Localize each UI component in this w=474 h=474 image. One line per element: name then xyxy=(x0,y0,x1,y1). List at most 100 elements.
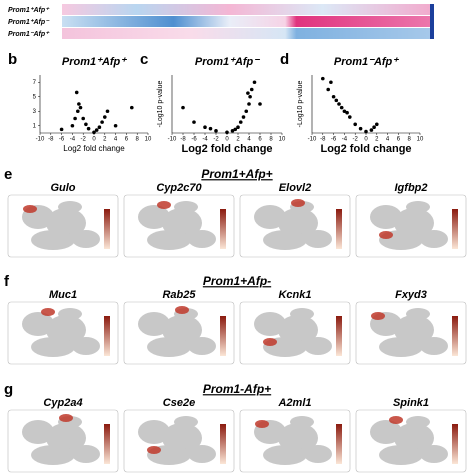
tsne-cluster xyxy=(379,337,423,357)
point xyxy=(342,109,347,114)
tsne-highlight xyxy=(371,312,385,320)
point xyxy=(331,94,336,99)
gene-name: Rab25 xyxy=(162,289,196,301)
point xyxy=(233,127,238,132)
tsne-cluster xyxy=(406,416,430,428)
point xyxy=(348,115,352,119)
gene-name: Igfbp2 xyxy=(395,182,428,194)
point xyxy=(97,125,102,129)
x-tick-label: -2 xyxy=(213,137,219,143)
tsne-cluster xyxy=(58,308,82,320)
point xyxy=(130,105,134,110)
row-label: Prom1⁺Afp⁻ xyxy=(8,19,50,26)
x-axis-label: Log2 fold change xyxy=(181,143,272,155)
gene-name: Cyp2a4 xyxy=(43,397,82,409)
tsne-cluster xyxy=(72,230,100,248)
tsne-cluster xyxy=(263,445,307,465)
x-tick-label: -10 xyxy=(308,137,317,143)
tsne-cluster xyxy=(420,445,448,463)
y-tick-label: 1 xyxy=(33,123,37,129)
tsne-cluster xyxy=(290,308,314,320)
point xyxy=(81,116,85,121)
plot-title: Prom1⁺Afp⁻ xyxy=(195,56,260,68)
point xyxy=(326,87,331,92)
colorbar xyxy=(452,424,458,464)
point xyxy=(94,128,99,132)
point xyxy=(244,109,249,114)
tsne-cluster xyxy=(174,416,198,428)
point xyxy=(86,126,91,131)
x-tick-label: 2 xyxy=(375,137,379,143)
x-tick-label: 6 xyxy=(397,137,401,143)
point xyxy=(339,105,344,110)
point xyxy=(105,109,110,114)
x-tick-label: -6 xyxy=(191,137,197,143)
row-label: Prom1⁺Afp⁺ xyxy=(8,7,50,14)
point xyxy=(225,130,229,135)
tsne-highlight xyxy=(389,416,403,424)
panel-label: c xyxy=(140,51,148,68)
x-tick-label: 6 xyxy=(258,137,262,143)
point xyxy=(181,105,185,110)
y-tick-label: 7 xyxy=(33,80,37,86)
tsne-highlight xyxy=(291,199,305,207)
tsne-cluster xyxy=(406,308,430,320)
colorbar xyxy=(104,316,110,356)
gene-name: A2ml1 xyxy=(277,397,311,409)
gene-name: Fxyd3 xyxy=(395,289,427,301)
x-tick-label: -8 xyxy=(48,137,54,143)
heatmap-row xyxy=(62,4,434,15)
colorbar xyxy=(336,316,342,356)
x-tick-label: 8 xyxy=(269,137,273,143)
point xyxy=(372,125,376,129)
y-axis-label: -Log10 p-value xyxy=(157,81,164,128)
x-axis-label: Log2 fold change xyxy=(63,144,125,153)
gene-name: Cyp2c70 xyxy=(156,182,202,194)
x-tick-label: 4 xyxy=(114,137,118,143)
panel-label: d xyxy=(280,51,289,68)
point xyxy=(375,122,379,127)
tsne-highlight xyxy=(147,446,161,454)
point xyxy=(369,128,374,132)
y-tick-label: 5 xyxy=(33,94,37,100)
tsne-cluster xyxy=(304,445,332,463)
heatmap-row xyxy=(62,16,434,27)
colorbar xyxy=(452,209,458,249)
point xyxy=(353,122,358,127)
point xyxy=(345,110,349,115)
x-tick-label: 0 xyxy=(225,137,229,143)
panel-label: e xyxy=(4,166,12,183)
colorbar xyxy=(104,209,110,249)
tsne-cluster xyxy=(31,230,75,250)
plot-title: Prom1⁺Afp⁺ xyxy=(62,56,127,68)
section-header: Prom1-Afp+ xyxy=(203,382,271,396)
point xyxy=(258,102,262,106)
point xyxy=(246,91,250,95)
x-tick-label: -8 xyxy=(180,137,186,143)
panel-label: f xyxy=(4,273,10,290)
tsne-cluster xyxy=(420,337,448,355)
section-header: Prom1+Afp- xyxy=(203,274,271,288)
point xyxy=(192,120,196,124)
colorbar xyxy=(104,424,110,464)
tsne-cluster xyxy=(188,230,216,248)
tsne-highlight xyxy=(59,414,73,422)
x-tick-label: 2 xyxy=(103,137,107,143)
x-tick-label: -6 xyxy=(59,137,65,143)
point xyxy=(334,98,339,103)
tsne-highlight xyxy=(255,420,269,428)
gene-name: Cse2e xyxy=(163,397,195,409)
tsne-cluster xyxy=(406,201,430,213)
x-tick-label: 10 xyxy=(417,137,424,143)
x-tick-label: 6 xyxy=(125,137,129,143)
point xyxy=(100,120,104,124)
tsne-highlight xyxy=(41,308,55,316)
gene-name: Spink1 xyxy=(393,397,429,409)
x-tick-label: -10 xyxy=(168,137,177,143)
point xyxy=(252,80,257,85)
tsne-highlight xyxy=(263,338,277,346)
point xyxy=(113,123,118,128)
colorbar xyxy=(336,424,342,464)
point xyxy=(77,102,81,106)
tsne-highlight xyxy=(23,205,37,213)
